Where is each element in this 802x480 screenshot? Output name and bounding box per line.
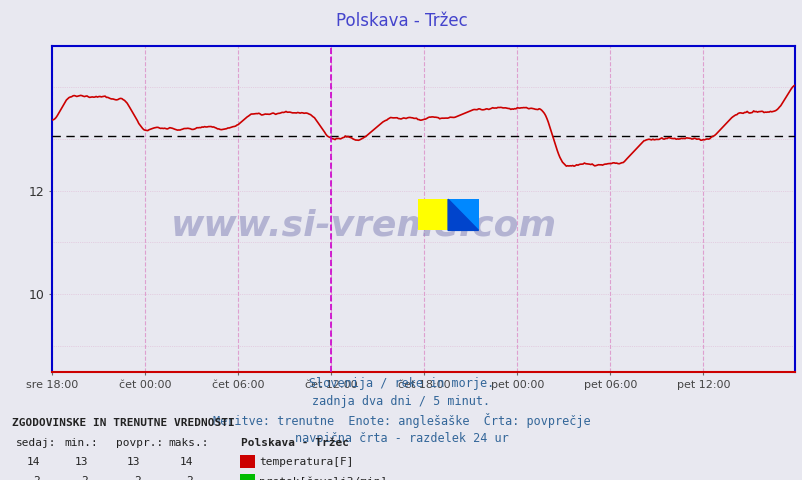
- Text: 2: 2: [134, 476, 140, 480]
- Text: ZGODOVINSKE IN TRENUTNE VREDNOSTI: ZGODOVINSKE IN TRENUTNE VREDNOSTI: [12, 418, 234, 428]
- Text: Meritve: trenutne  Enote: anglešaške  Črta: povprečje: Meritve: trenutne Enote: anglešaške Črta…: [213, 413, 589, 428]
- Text: zadnja dva dni / 5 minut.: zadnja dva dni / 5 minut.: [312, 395, 490, 408]
- Text: min.:: min.:: [64, 438, 98, 448]
- Text: temperatura[F]: temperatura[F]: [259, 457, 354, 467]
- Text: sedaj:: sedaj:: [16, 438, 56, 448]
- Text: Polskava - Tržec: Polskava - Tržec: [241, 438, 348, 448]
- Text: www.si-vreme.com: www.si-vreme.com: [171, 208, 557, 242]
- Text: povpr.:: povpr.:: [116, 438, 164, 448]
- Text: 2: 2: [82, 476, 88, 480]
- Text: 2: 2: [34, 476, 40, 480]
- Text: 2: 2: [186, 476, 192, 480]
- Text: 14: 14: [26, 457, 40, 467]
- Text: 13: 13: [127, 457, 140, 467]
- Text: Slovenija / reke in morje.: Slovenija / reke in morje.: [309, 377, 493, 390]
- Text: pretok[čevelj3/min]: pretok[čevelj3/min]: [259, 476, 387, 480]
- Text: 14: 14: [179, 457, 192, 467]
- Text: maks.:: maks.:: [168, 438, 209, 448]
- Text: Polskava - Tržec: Polskava - Tržec: [335, 12, 467, 30]
- Text: 13: 13: [75, 457, 88, 467]
- Text: navpična črta - razdelek 24 ur: navpična črta - razdelek 24 ur: [294, 432, 508, 444]
